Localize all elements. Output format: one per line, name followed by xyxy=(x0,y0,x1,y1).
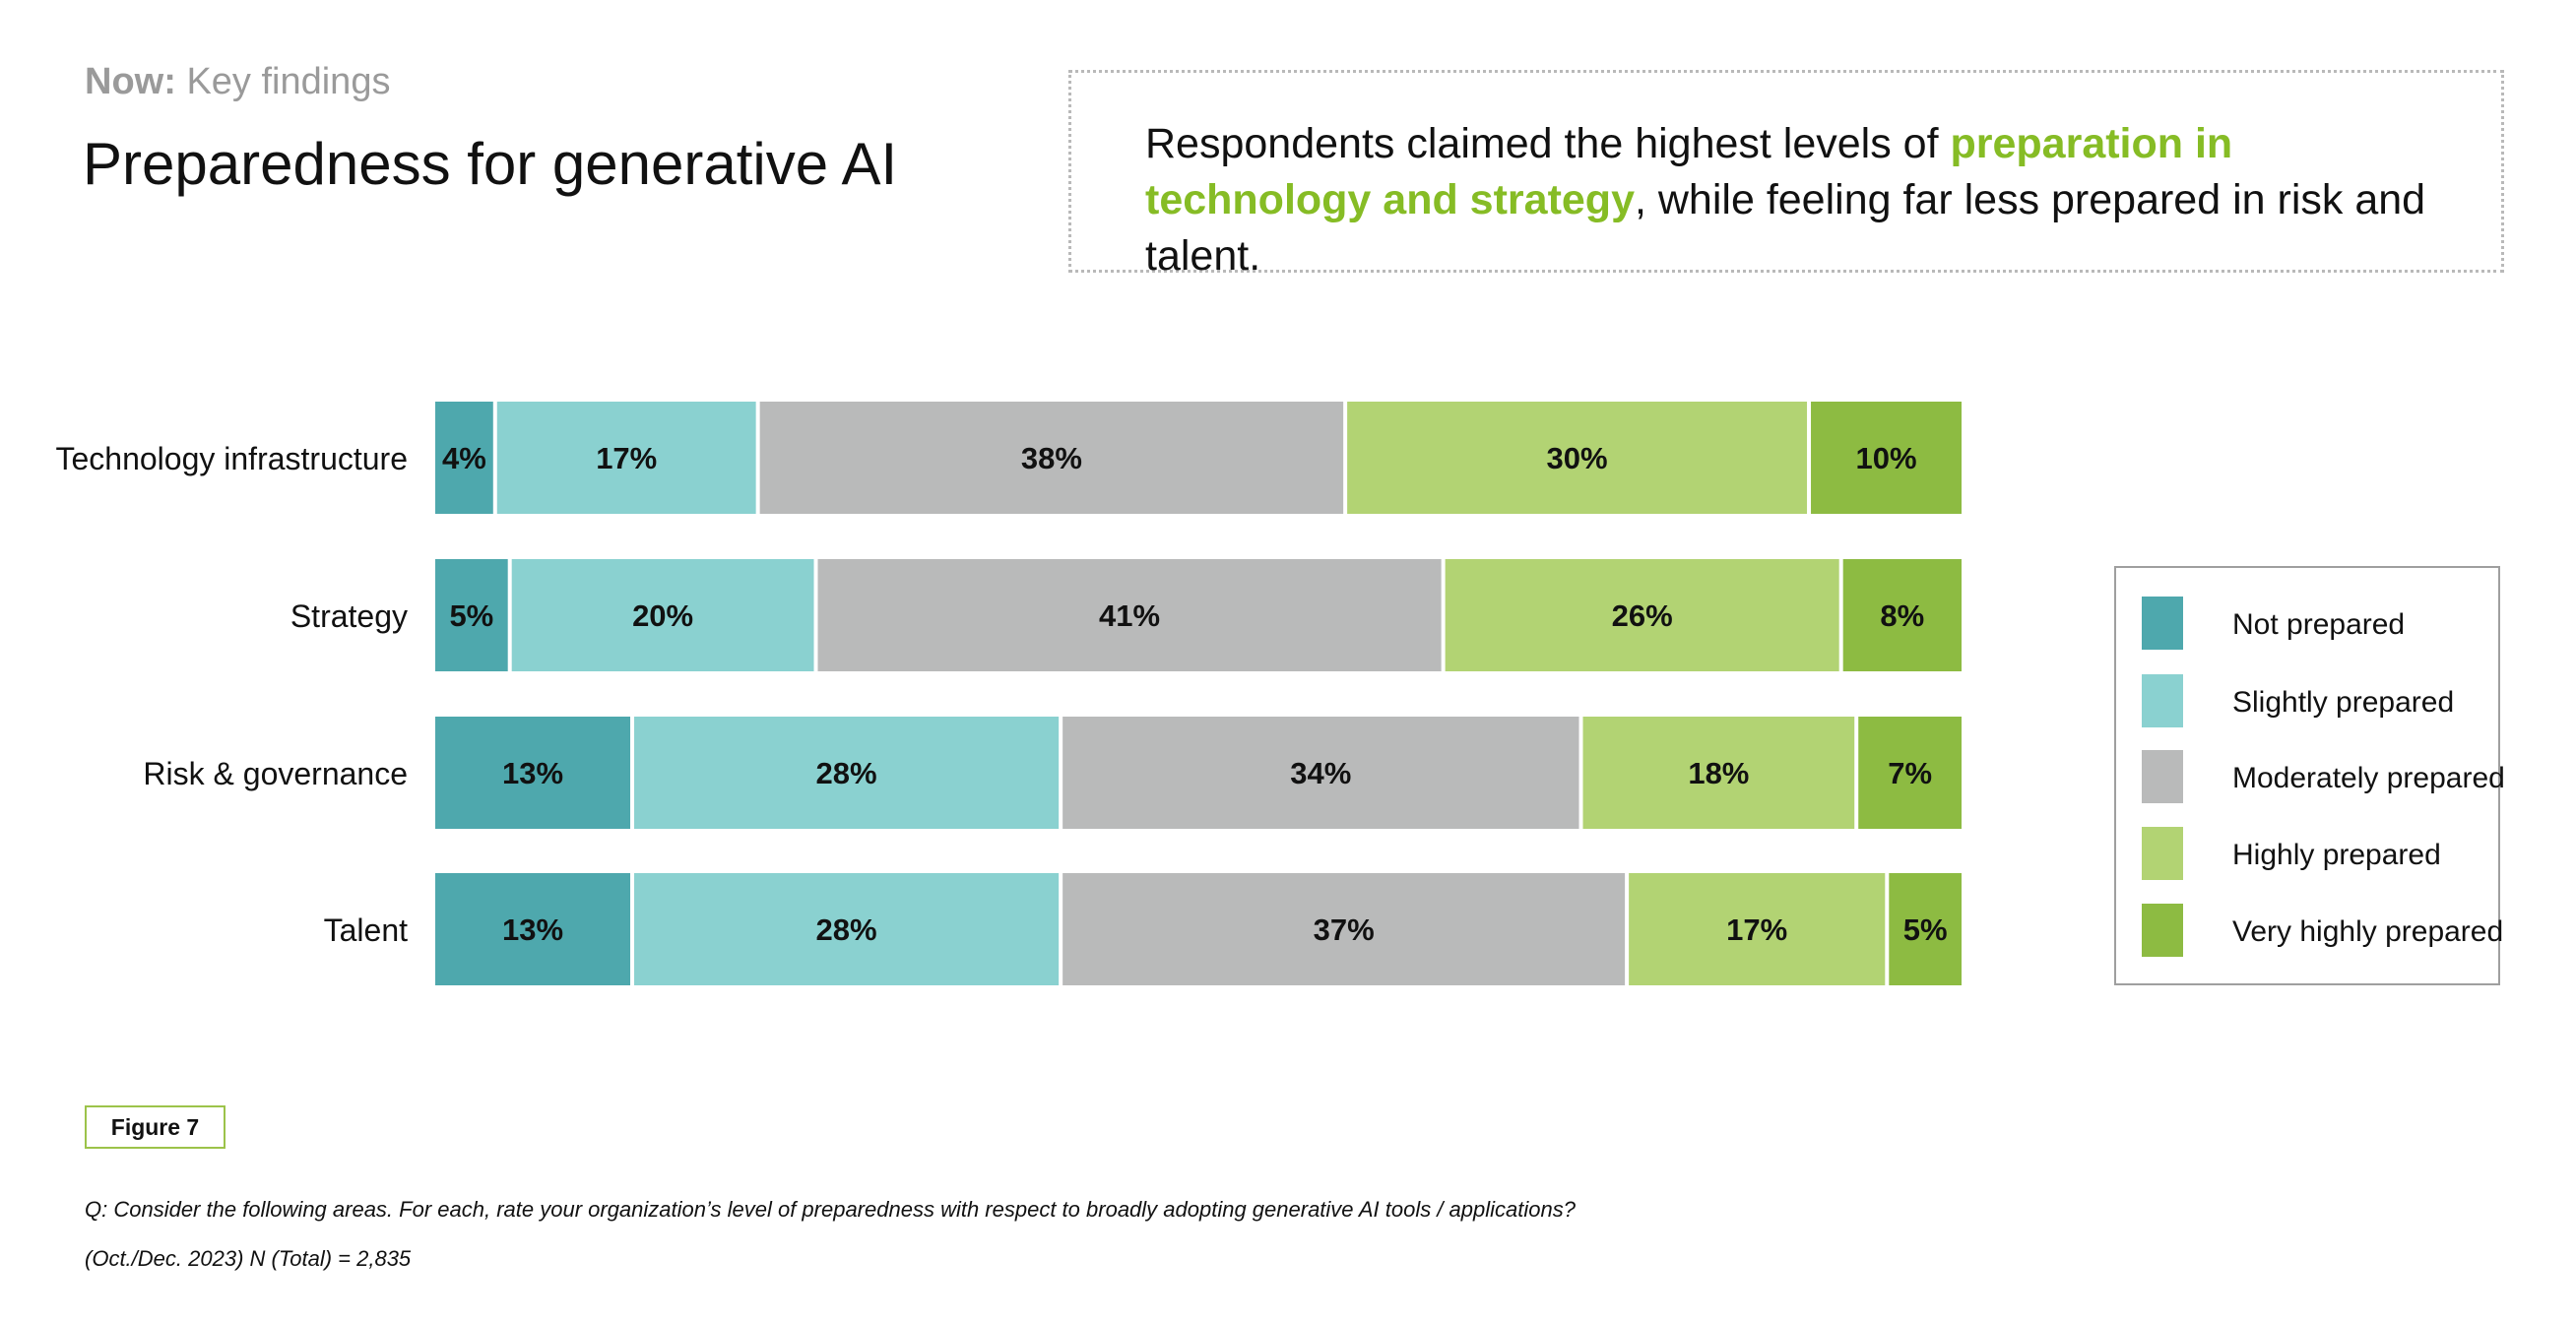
data-label-risk-and-governance-moderately-prepared: 34% xyxy=(1290,756,1351,790)
data-label-technology-infrastructure-highly-prepared: 30% xyxy=(1547,441,1608,475)
data-label-risk-and-governance-highly-prepared: 18% xyxy=(1688,756,1749,790)
legend-swatch xyxy=(2142,827,2183,880)
survey-question: Q: Consider the following areas. For eac… xyxy=(85,1197,1576,1223)
category-label-technology-infrastructure: Technology infrastructure xyxy=(55,441,408,476)
data-label-strategy-very-highly-prepared: 8% xyxy=(1880,598,1924,633)
legend-label: Moderately prepared xyxy=(2232,762,2505,795)
legend-label: Highly prepared xyxy=(2232,839,2441,872)
data-label-strategy-moderately-prepared: 41% xyxy=(1099,598,1160,633)
data-label-strategy-slightly-prepared: 20% xyxy=(632,598,693,633)
data-label-talent-moderately-prepared: 37% xyxy=(1314,912,1375,947)
legend-swatch xyxy=(2142,597,2183,650)
legend-swatch xyxy=(2142,750,2183,803)
data-label-talent-very-highly-prepared: 5% xyxy=(1903,912,1948,947)
legend-label: Slightly prepared xyxy=(2232,686,2454,720)
legend-swatch xyxy=(2142,904,2183,957)
legend-label: Not prepared xyxy=(2232,608,2405,642)
data-label-risk-and-governance-not-prepared: 13% xyxy=(502,756,563,790)
data-label-talent-slightly-prepared: 28% xyxy=(816,912,877,947)
category-label-strategy: Strategy xyxy=(290,598,408,634)
data-label-talent-highly-prepared: 17% xyxy=(1726,912,1787,947)
legend-label: Very highly prepared xyxy=(2232,915,2503,949)
data-label-strategy-highly-prepared: 26% xyxy=(1612,598,1673,633)
data-label-strategy-not-prepared: 5% xyxy=(449,598,493,633)
survey-source: (Oct./Dec. 2023) N (Total) = 2,835 xyxy=(85,1246,411,1272)
figure-label: Figure 7 xyxy=(85,1105,225,1149)
data-label-talent-not-prepared: 13% xyxy=(502,912,563,947)
category-label-risk-and-governance: Risk & governance xyxy=(143,756,408,791)
data-label-technology-infrastructure-not-prepared: 4% xyxy=(442,441,486,475)
legend-swatch xyxy=(2142,674,2183,727)
data-label-technology-infrastructure-very-highly-prepared: 10% xyxy=(1855,441,1916,475)
data-label-risk-and-governance-slightly-prepared: 28% xyxy=(816,756,877,790)
data-label-risk-and-governance-very-highly-prepared: 7% xyxy=(1888,756,1932,790)
category-label-talent: Talent xyxy=(324,912,409,948)
data-label-technology-infrastructure-moderately-prepared: 38% xyxy=(1021,441,1082,475)
data-label-technology-infrastructure-slightly-prepared: 17% xyxy=(596,441,657,475)
chart-legend: Not prepared Slightly prepared Moderately … xyxy=(2114,566,2500,985)
